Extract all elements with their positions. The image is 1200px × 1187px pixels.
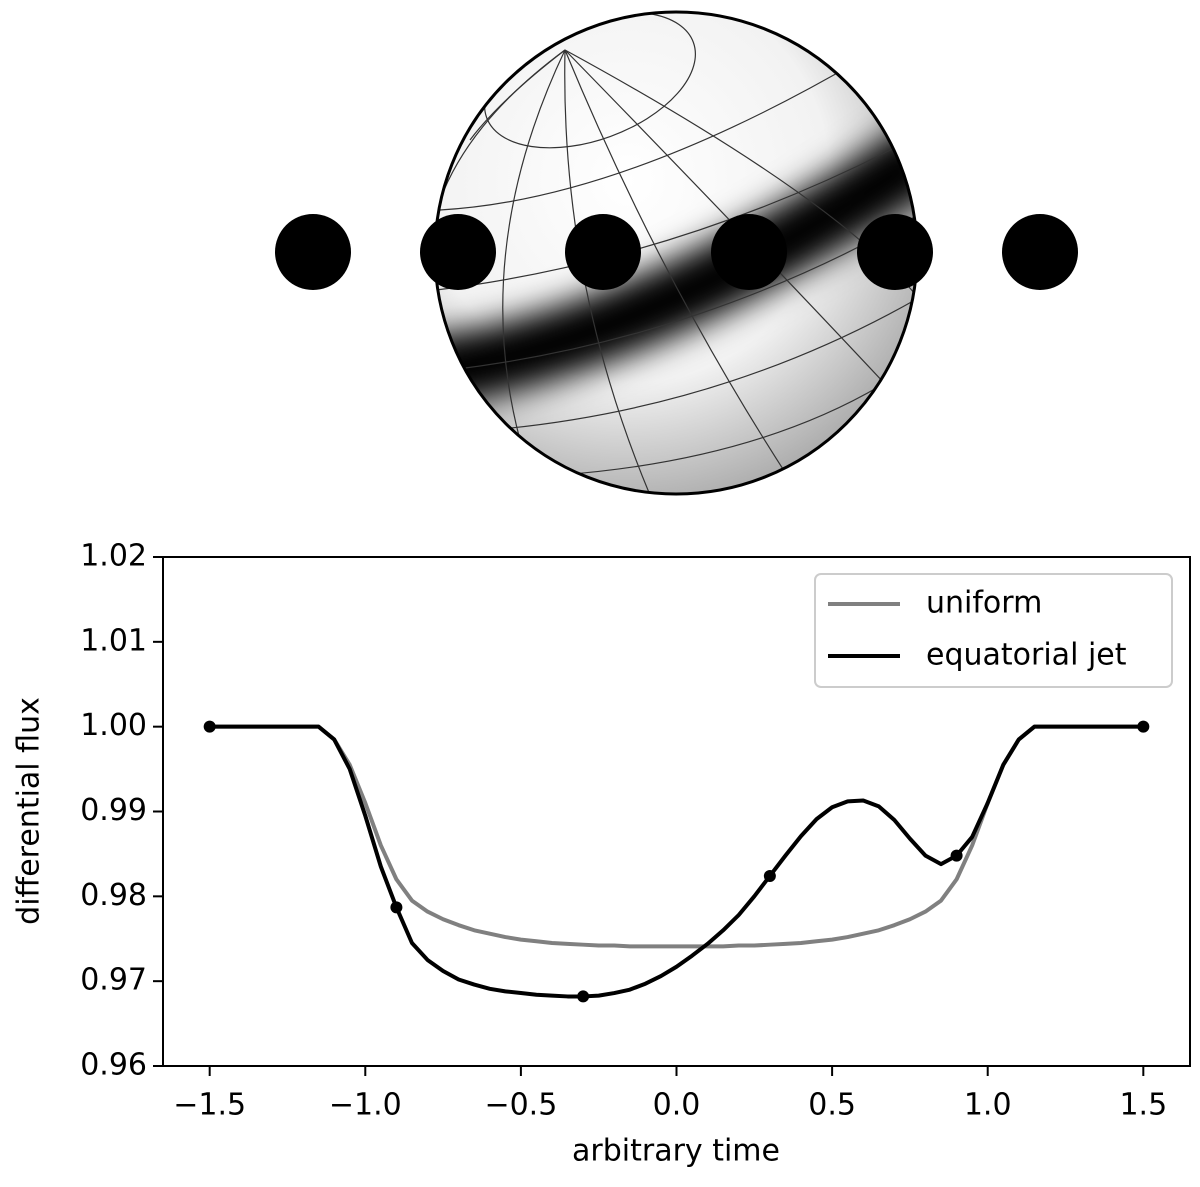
x-tick-label: 1.5 (1119, 1088, 1167, 1123)
y-tick-label: 0.96 (80, 1048, 147, 1083)
transit-positions (275, 214, 1078, 290)
legend (814, 573, 1173, 688)
y-tick-label: 0.99 (80, 793, 147, 828)
marker (203, 720, 216, 733)
x-tick-label: 0.5 (808, 1088, 856, 1123)
y-tick-label: 0.97 (80, 963, 147, 998)
y-tick-label: 0.98 (80, 878, 147, 913)
marker (390, 901, 403, 914)
x-tick-label: −1.0 (329, 1088, 402, 1123)
legend-label: equatorial jet (926, 638, 1127, 673)
marker (577, 990, 590, 1003)
x-tick-label: 1.0 (964, 1088, 1012, 1123)
y-tick-label: 1.01 (80, 623, 147, 658)
x-tick-label: 0.0 (653, 1088, 701, 1123)
planet-illustration (275, 10, 1078, 496)
line (209, 724, 1144, 949)
y-tick-label: 1.00 (80, 708, 147, 743)
marker (1137, 720, 1150, 733)
x-tick-label: −1.5 (173, 1088, 246, 1123)
marker (763, 869, 776, 882)
jet-band (435, 121, 917, 410)
planet (435, 12, 917, 494)
x-tick-label: −0.5 (484, 1088, 557, 1123)
line (209, 724, 1144, 999)
x-axis-label: arbitrary time (572, 1134, 780, 1169)
y-tick-label: 1.02 (80, 539, 147, 574)
legend-label: uniform (926, 586, 1042, 621)
y-axis-label: differential flux (12, 697, 47, 925)
marker (950, 849, 963, 862)
